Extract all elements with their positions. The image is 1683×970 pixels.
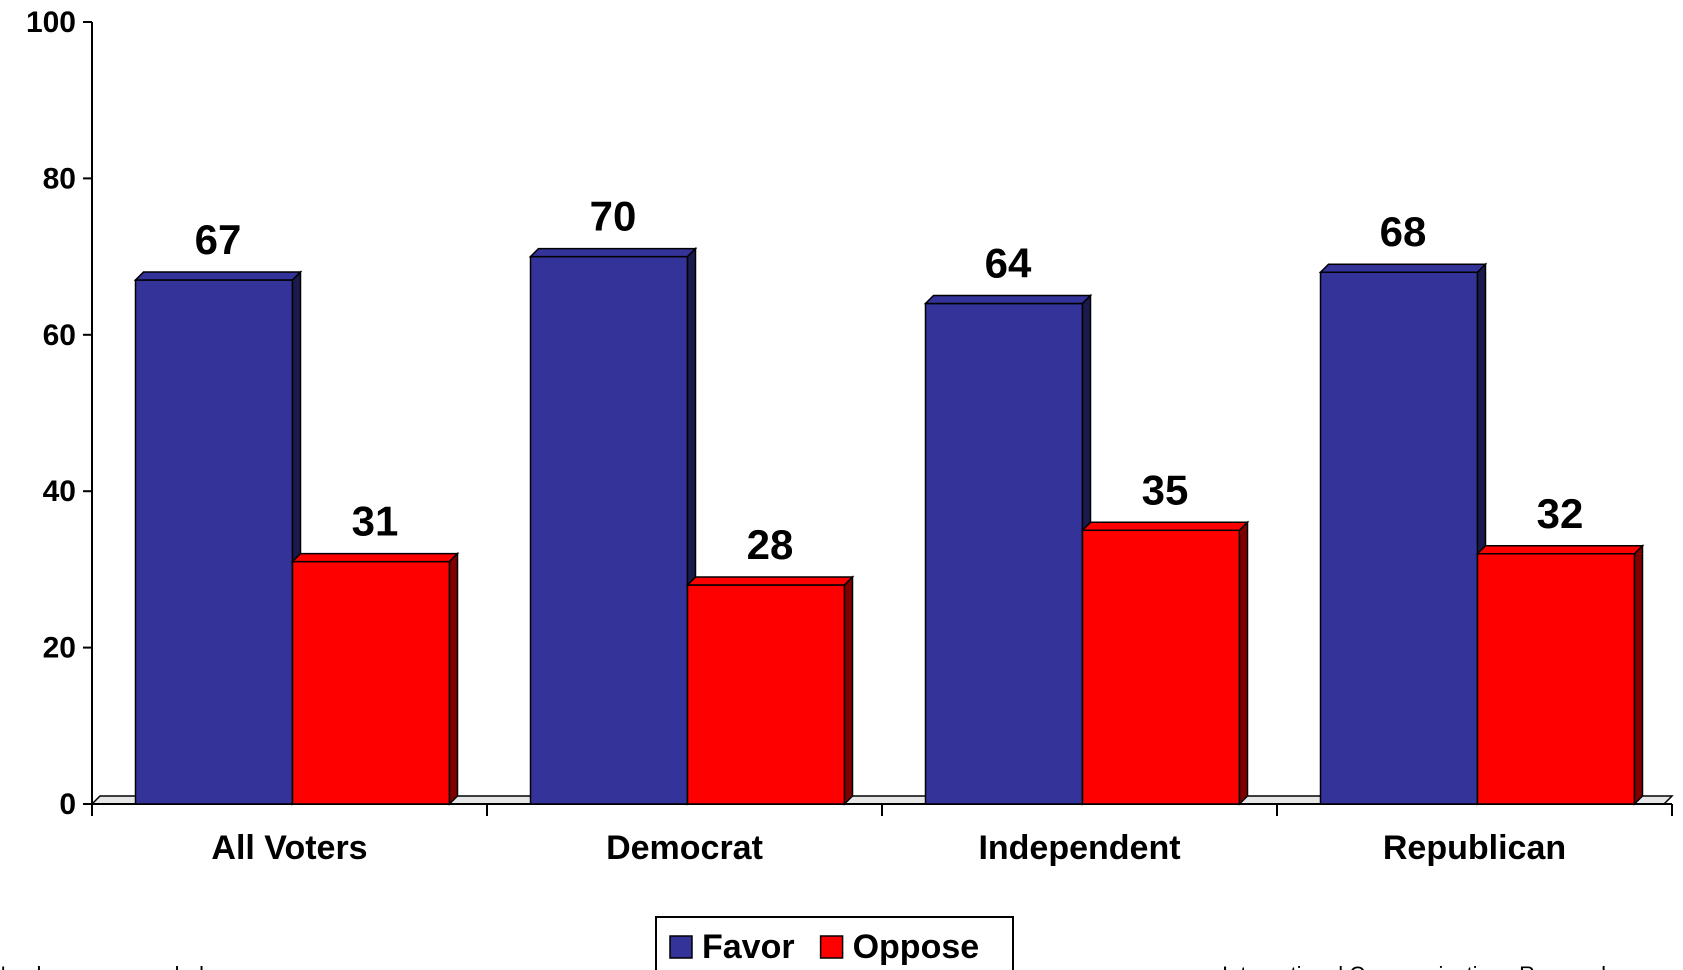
bar-side — [1238, 520, 1249, 806]
data-label: 68 — [1380, 208, 1427, 255]
data-label: 64 — [985, 240, 1032, 287]
y-tick-label: 60 — [43, 319, 76, 352]
data-label: 70 — [590, 193, 637, 240]
bar-top — [1080, 521, 1250, 532]
bar-front — [1319, 271, 1479, 805]
bar-top — [290, 552, 460, 563]
legend-label: Oppose — [853, 928, 980, 966]
bar-side — [448, 551, 459, 806]
bar — [133, 270, 303, 806]
data-label: 28 — [747, 521, 794, 568]
data-labels: 67 31 70 28 64 35 68 32 — [195, 193, 1584, 568]
bar-top — [685, 576, 855, 586]
y-tick-label: 0 — [59, 788, 76, 821]
y-tick-label: 80 — [43, 162, 76, 195]
bar-top — [1475, 545, 1645, 555]
data-label: 67 — [195, 216, 242, 263]
bar — [1080, 520, 1250, 806]
bar-front — [924, 302, 1084, 805]
bar-front — [686, 584, 846, 805]
legend-swatch — [819, 935, 844, 959]
x-tick-label: Independent — [978, 829, 1180, 867]
x-tick-label: All Voters — [211, 829, 367, 867]
bar-top — [133, 271, 303, 281]
bar — [685, 575, 855, 806]
bar-side — [843, 575, 854, 806]
bar — [1318, 262, 1488, 806]
y-tick-label: 40 — [43, 475, 76, 508]
bar-top — [528, 247, 698, 258]
data-label: 32 — [1537, 490, 1584, 537]
bar — [528, 246, 698, 806]
data-label: 35 — [1142, 466, 1189, 513]
bar-front — [134, 279, 294, 805]
x-tick-label: Democrat — [606, 829, 763, 867]
bar-front — [291, 560, 451, 805]
bar-top — [923, 294, 1093, 305]
y-tick-label: 20 — [43, 632, 76, 665]
legend: Favor Oppose — [655, 916, 1014, 970]
axes: 0 20 40 60 80 100 All Voters Democrat Independen… — [26, 6, 1673, 867]
footnote-right: International Communications Research — [1222, 962, 1613, 970]
data-label: 31 — [352, 498, 399, 545]
legend-label: Favor — [702, 928, 795, 966]
bar-side — [1633, 543, 1644, 806]
bar — [1475, 543, 1645, 806]
bar-front — [529, 255, 689, 805]
bars — [133, 246, 1645, 806]
bar — [290, 551, 460, 806]
bar-front — [1476, 553, 1636, 805]
legend-swatch — [669, 935, 693, 959]
x-tick-label: Republican — [1383, 829, 1566, 867]
y-tick-label: 100 — [26, 6, 76, 39]
bar-front — [1081, 529, 1241, 805]
footnote-left: Numbers are rounded — [0, 962, 204, 970]
bar-top — [1318, 263, 1488, 273]
bar — [923, 293, 1093, 806]
